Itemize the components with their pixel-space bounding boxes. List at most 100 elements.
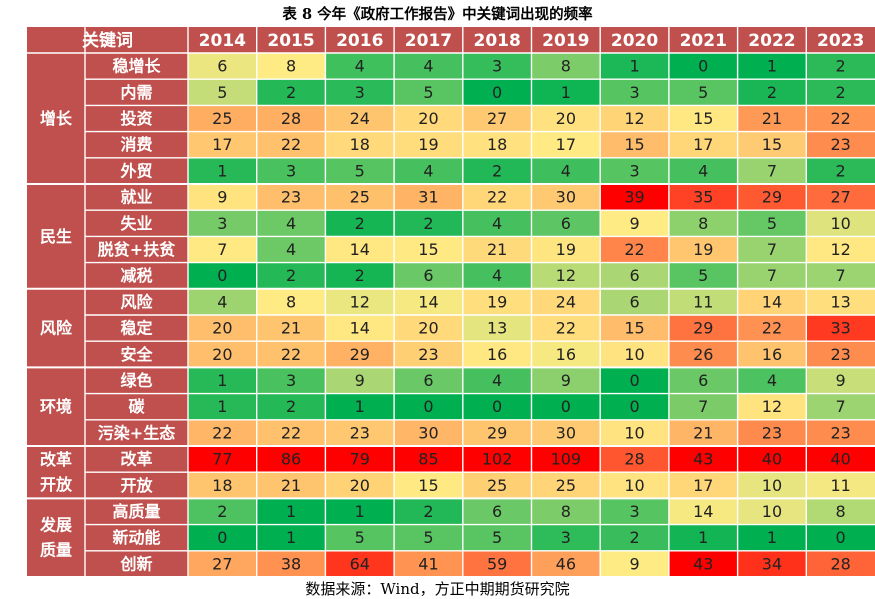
heat-cell-value: 5 — [767, 214, 777, 233]
keyword-cell — [85, 131, 188, 158]
heat-cell — [737, 315, 807, 342]
heat-cell — [806, 210, 875, 237]
heat-cell-value: 10 — [624, 345, 644, 364]
heat-cell — [325, 498, 395, 525]
heat-cell-value: 8 — [836, 502, 846, 521]
heat-cell-value: 0 — [698, 57, 708, 76]
heat-cell-value: 28 — [624, 450, 644, 469]
heat-cell-value: 0 — [836, 528, 846, 547]
heat-cell — [806, 184, 875, 211]
heat-cell — [806, 524, 875, 551]
heat-cell-value: 23 — [281, 188, 301, 207]
category-cell — [27, 498, 85, 577]
heat-cell-value: 22 — [762, 319, 782, 338]
heat-cell-value: 19 — [556, 240, 576, 259]
heat-cell — [188, 262, 257, 289]
heat-cell — [462, 262, 532, 289]
heat-cell-value: 15 — [624, 319, 644, 338]
heat-cell-value: 20 — [418, 319, 438, 338]
heat-cell-value: 15 — [693, 109, 713, 128]
header-year-cell — [394, 27, 463, 53]
keyword-label: 消费 — [120, 135, 152, 154]
heat-cell — [600, 315, 669, 342]
heat-cell — [806, 367, 875, 394]
heat-cell-value: 4 — [355, 57, 365, 76]
heat-cell-value: 77 — [212, 450, 232, 469]
heat-cell — [806, 419, 875, 446]
header-year-cell — [600, 27, 669, 53]
header-year-cell — [806, 27, 875, 53]
heat-cell — [737, 550, 807, 577]
heat-cell-value: 102 — [482, 450, 513, 469]
heat-cell-value: 22 — [281, 345, 301, 364]
heat-cell — [531, 184, 601, 211]
heat-cell — [394, 53, 463, 80]
heat-cell-value: 14 — [693, 502, 713, 521]
heat-cell — [394, 315, 463, 342]
heat-cell — [256, 131, 326, 158]
heat-cell-value: 1 — [767, 57, 777, 76]
heat-cell — [600, 393, 669, 420]
heat-cell — [806, 105, 875, 132]
heat-cell — [531, 367, 601, 394]
category-label: 风险 — [40, 319, 73, 338]
heat-cell-value: 6 — [698, 371, 708, 390]
heat-cell — [325, 105, 395, 132]
heat-cell-value: 1 — [355, 502, 365, 521]
heat-cell-value: 12 — [624, 109, 644, 128]
heat-cell-value: 3 — [286, 161, 296, 180]
keyword-cell — [85, 53, 188, 80]
header-year-2015: 2015 — [267, 31, 314, 51]
heat-cell — [531, 393, 601, 420]
heat-cell — [256, 157, 326, 184]
heat-cell-value: 12 — [762, 397, 782, 416]
keyword-cell — [85, 524, 188, 551]
heat-cell-value: 3 — [492, 57, 502, 76]
heat-cell-value: 7 — [836, 266, 846, 285]
heat-cell — [256, 341, 326, 368]
heat-cell-value: 13 — [830, 292, 850, 311]
heat-cell-value: 18 — [487, 135, 507, 154]
heat-cell-value: 1 — [767, 528, 777, 547]
heat-cell — [256, 262, 326, 289]
heat-cell-value: 29 — [693, 319, 713, 338]
heat-cell — [394, 79, 463, 106]
heat-cell-value: 1 — [355, 397, 365, 416]
heat-cell — [188, 446, 257, 473]
heat-cell-value: 9 — [629, 554, 639, 573]
category-label: 发展 — [39, 516, 73, 535]
heat-cell-value: 21 — [487, 240, 507, 259]
keyword-label: 就业 — [120, 188, 152, 207]
heat-cell — [737, 262, 807, 289]
heat-cell-value: 1 — [217, 397, 227, 416]
heat-cell — [600, 341, 669, 368]
heat-cell-value: 24 — [350, 109, 370, 128]
heat-cell — [394, 184, 463, 211]
heat-cell — [188, 367, 257, 394]
heat-cell-value: 6 — [561, 214, 571, 233]
heat-cell-value: 1 — [698, 528, 708, 547]
heat-cell-value: 7 — [217, 240, 227, 259]
heat-cell-value: 2 — [423, 214, 433, 233]
heat-cell-value: 18 — [350, 135, 370, 154]
heat-cell — [600, 210, 669, 237]
heat-cell — [188, 236, 257, 263]
heat-cell-value: 19 — [487, 292, 507, 311]
heat-cell-value: 22 — [281, 423, 301, 442]
heat-cell — [531, 288, 601, 315]
keyword-cell — [85, 367, 188, 394]
heat-cell — [462, 79, 532, 106]
heat-cell — [188, 524, 257, 551]
heat-cell — [600, 446, 669, 473]
heat-cell-value: 6 — [217, 57, 227, 76]
heat-cell-value: 2 — [836, 161, 846, 180]
heat-cell-value: 8 — [561, 57, 571, 76]
heat-cell — [256, 236, 326, 263]
heat-cell-value: 4 — [423, 57, 433, 76]
heat-cell-value: 23 — [830, 423, 850, 442]
heat-cell — [531, 236, 601, 263]
heat-cell — [462, 498, 532, 525]
heat-cell — [737, 79, 807, 106]
heat-cell-value: 2 — [836, 57, 846, 76]
heat-cell — [668, 498, 738, 525]
